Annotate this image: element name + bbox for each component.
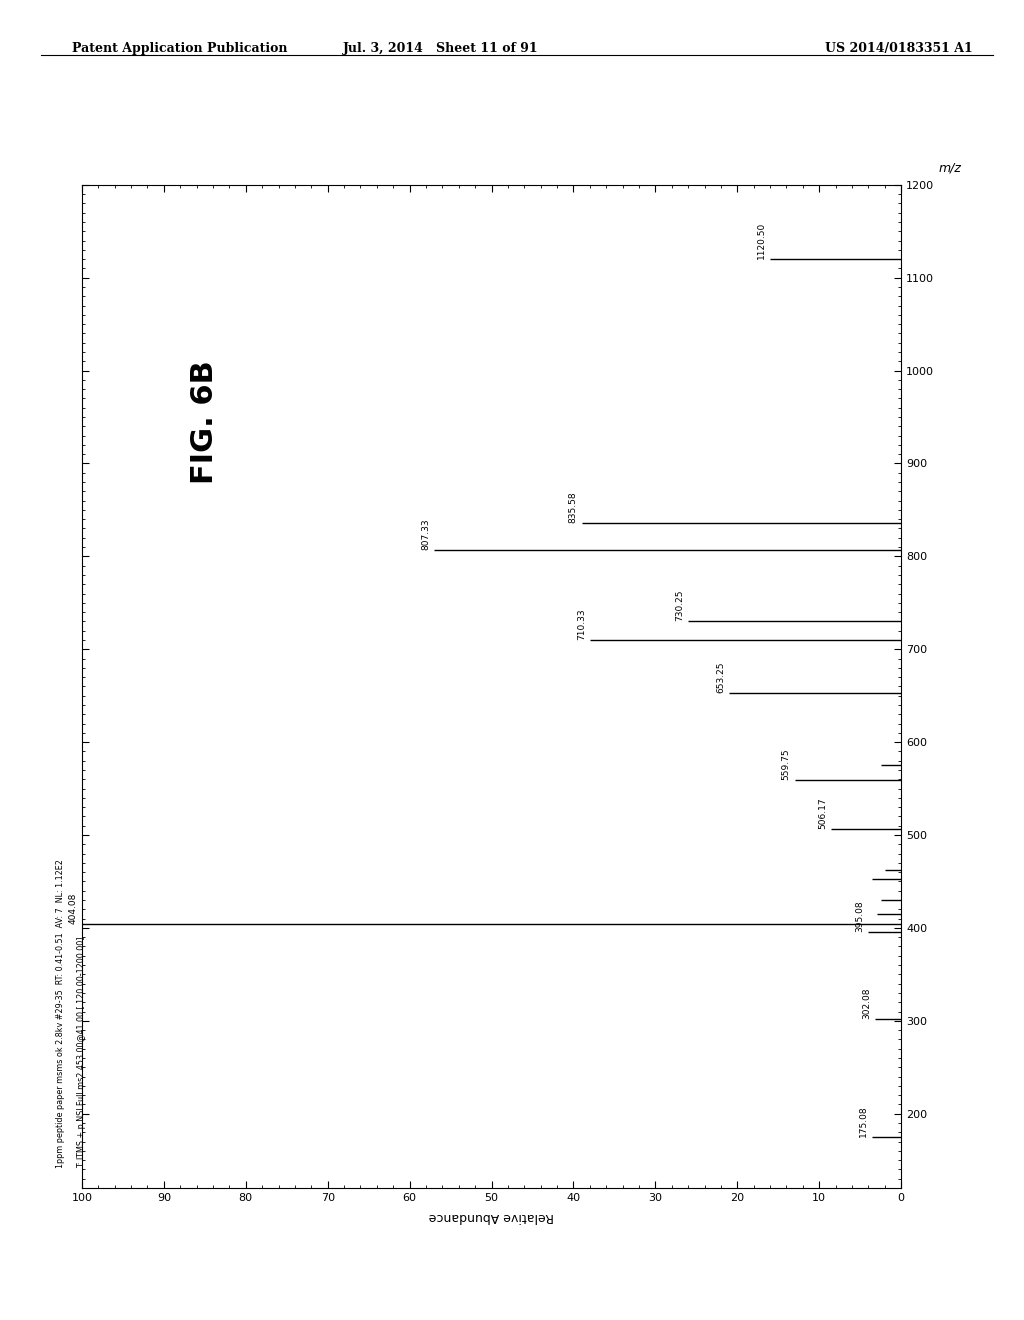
Text: 710.33: 710.33 — [577, 609, 586, 640]
Text: US 2014/0183351 A1: US 2014/0183351 A1 — [825, 42, 973, 55]
Text: 1ppm peptide paper msms ok 2.8kv #29-35  RT: 0.41-0.51  AV: 7  NL: 1.12E2: 1ppm peptide paper msms ok 2.8kv #29-35 … — [56, 859, 66, 1168]
Text: 302.08: 302.08 — [862, 987, 870, 1019]
Text: 1120.50: 1120.50 — [757, 222, 766, 259]
Text: T: ITMS + p NSI Full ms2 453.00@41.00 [ 120.00-1200.00]: T: ITMS + p NSI Full ms2 453.00@41.00 [ … — [77, 937, 86, 1168]
Text: 559.75: 559.75 — [781, 748, 791, 780]
Text: FIG. 6B: FIG. 6B — [190, 360, 219, 484]
Text: 835.58: 835.58 — [568, 491, 578, 523]
Text: Patent Application Publication: Patent Application Publication — [72, 42, 287, 55]
Text: 653.25: 653.25 — [716, 661, 725, 693]
Text: 175.08: 175.08 — [859, 1105, 868, 1137]
X-axis label: Relative Abundance: Relative Abundance — [429, 1210, 554, 1222]
Text: 730.25: 730.25 — [675, 590, 684, 622]
Text: 404.08: 404.08 — [69, 892, 78, 924]
Y-axis label: m/z: m/z — [939, 162, 962, 174]
Text: 395.08: 395.08 — [855, 900, 864, 932]
Text: 807.33: 807.33 — [421, 517, 430, 549]
Text: 506.17: 506.17 — [818, 797, 827, 829]
Text: Jul. 3, 2014   Sheet 11 of 91: Jul. 3, 2014 Sheet 11 of 91 — [342, 42, 539, 55]
